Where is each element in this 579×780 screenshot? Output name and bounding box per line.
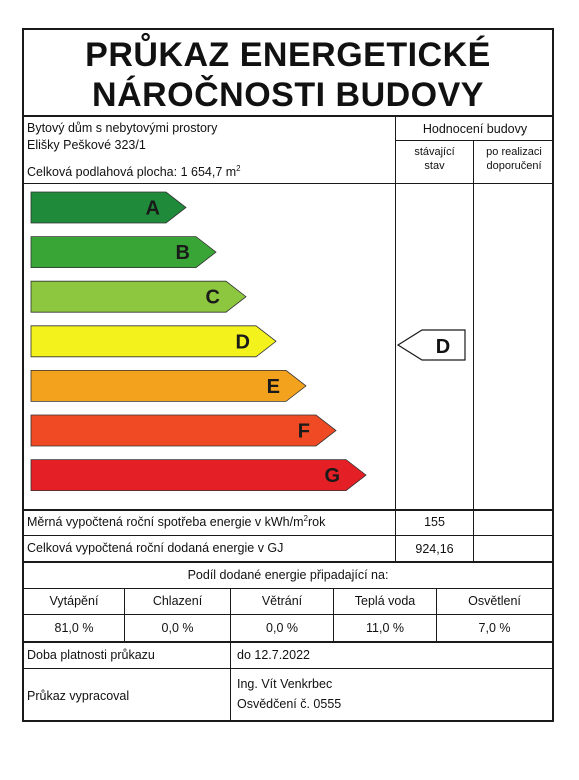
share-value-cooling: 0,0 % bbox=[161, 621, 194, 635]
share-label-ventilation: Větrání bbox=[261, 594, 303, 608]
specific-consumption-value: 155 bbox=[424, 515, 445, 529]
energy-class-bar-a bbox=[30, 191, 187, 224]
author-label: Průkaz vypracoval bbox=[27, 689, 130, 703]
share-label-cooling: Chlazení bbox=[152, 594, 203, 608]
divider-metric1 bbox=[22, 535, 554, 536]
share-value-lighting: 7,0 % bbox=[478, 621, 511, 635]
after-recommendation-line2: doporučení bbox=[486, 159, 542, 172]
energy-class-bar-g bbox=[30, 459, 367, 492]
current-state-header: stávající stav bbox=[396, 146, 473, 174]
author-certificate: Osvědčení č. 0555 bbox=[237, 697, 342, 711]
energy-class-letter-g: G bbox=[324, 465, 340, 487]
certificate-title-line2: NÁROČNOSTI BUDOVY bbox=[92, 76, 484, 114]
rating-header: Hodnocení budovy bbox=[422, 122, 528, 136]
share-value-heating: 81,0 % bbox=[54, 621, 94, 635]
divider-share-labels bbox=[22, 614, 554, 615]
share-col-2 bbox=[230, 588, 231, 642]
author-name: Ing. Vít Venkrbec bbox=[237, 677, 333, 691]
energy-class-bar-b bbox=[30, 236, 217, 269]
author-col bbox=[230, 642, 231, 721]
energy-class-letter-c: C bbox=[206, 287, 220, 309]
floor-area-unit-sup: 2 bbox=[236, 164, 241, 173]
rating-header-divider bbox=[395, 140, 554, 141]
building-type: Bytový dům s nebytovými prostory bbox=[27, 121, 218, 135]
share-label-lighting: Osvětlení bbox=[468, 594, 521, 608]
share-col-3 bbox=[333, 588, 334, 642]
energy-class-letter-a: A bbox=[146, 198, 160, 220]
divider-metric2 bbox=[22, 561, 554, 563]
current-class-arrow bbox=[396, 329, 466, 361]
certificate-title-line1: PRŮKAZ ENERGETICKÉ bbox=[85, 36, 491, 74]
after-recommendation-header: po realizaci doporučení bbox=[474, 146, 554, 174]
frame-right bbox=[552, 28, 554, 721]
divider-share-header bbox=[22, 588, 554, 589]
divider-title bbox=[22, 115, 554, 117]
frame-bottom bbox=[22, 720, 554, 722]
specific-consumption-label-a: Měrná vypočtená roční spotřeba energie v… bbox=[27, 515, 304, 530]
rating-column-mid bbox=[473, 140, 474, 562]
energy-class-bar-d bbox=[30, 325, 277, 358]
energy-class-letter-d: D bbox=[236, 331, 250, 353]
divider-header bbox=[22, 183, 554, 184]
energy-class-bar-c bbox=[30, 280, 247, 313]
energy-class-letter-b: B bbox=[176, 242, 190, 264]
share-value-hot-water: 11,0 % bbox=[366, 621, 404, 635]
validity-value: do 12.7.2022 bbox=[237, 648, 310, 662]
energy-class-letter-f: F bbox=[298, 421, 310, 443]
after-recommendation-line1: po realizaci bbox=[486, 146, 542, 158]
total-energy-label: Celková vypočtená roční dodaná energie v… bbox=[27, 541, 284, 555]
divider-validity bbox=[22, 668, 554, 669]
rating-column-left bbox=[395, 115, 396, 562]
specific-consumption-label-b: rok bbox=[307, 515, 326, 530]
specific-consumption-label: Měrná vypočtená roční spotřeba energie v… bbox=[27, 514, 325, 530]
total-energy-value: 924,16 bbox=[415, 542, 454, 556]
share-value-ventilation: 0,0 % bbox=[266, 621, 298, 635]
share-label-heating: Vytápění bbox=[49, 594, 99, 608]
floor-area-label: Celková podlahová plocha: 1 654,7 m bbox=[27, 165, 237, 180]
current-class-letter: D bbox=[436, 336, 450, 358]
energy-class-bar-f bbox=[30, 414, 337, 447]
specific-consumption-sup: 2 bbox=[303, 514, 308, 523]
divider-scale bbox=[22, 509, 554, 511]
energy-class-letter-e: E bbox=[267, 376, 280, 398]
share-header: Podíl dodané energie připadající na: bbox=[187, 568, 389, 582]
floor-area: Celková podlahová plocha: 1 654,7 m2 bbox=[27, 164, 241, 180]
frame-top bbox=[22, 28, 554, 30]
current-state-line2: stav bbox=[424, 159, 445, 172]
validity-label: Doba platnosti průkazu bbox=[27, 648, 155, 662]
share-col-4 bbox=[436, 588, 437, 642]
share-label-hot-water: Teplá voda bbox=[354, 594, 416, 608]
share-col-1 bbox=[124, 588, 125, 642]
divider-share-values bbox=[22, 641, 554, 643]
current-state-line1: stávající bbox=[414, 146, 455, 158]
building-address: Elišky Peškové 323/1 bbox=[27, 138, 146, 152]
frame-left bbox=[22, 28, 24, 721]
energy-class-bar-e bbox=[30, 369, 307, 402]
